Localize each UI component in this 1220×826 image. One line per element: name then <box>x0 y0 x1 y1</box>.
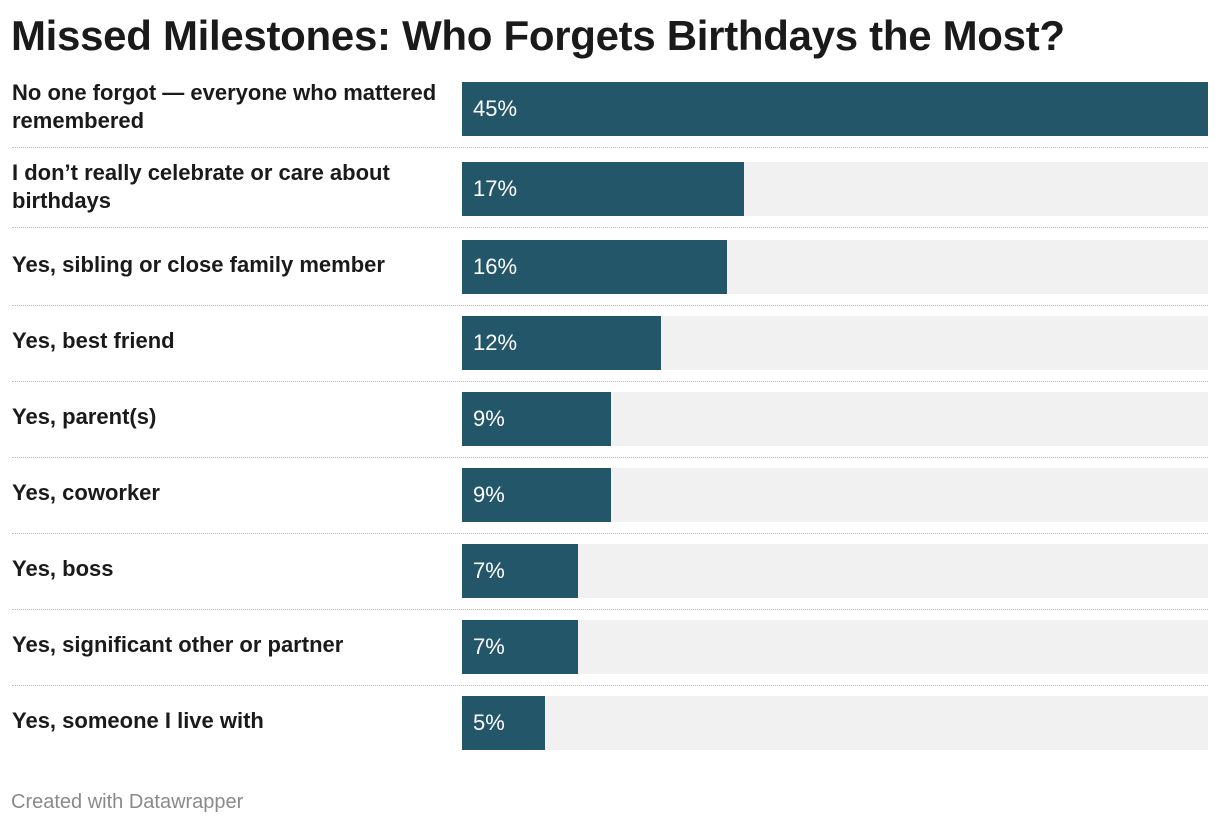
bar <box>462 316 661 370</box>
bar-track: 7% <box>462 620 1208 674</box>
footer-credit: Created with Datawrapper <box>11 791 244 813</box>
row-divider <box>12 147 1208 148</box>
bar <box>462 468 611 522</box>
row-divider <box>12 381 1208 382</box>
bar <box>462 162 744 216</box>
bar-track: 16% <box>462 240 1208 294</box>
bar <box>462 82 1208 136</box>
bar <box>462 240 727 294</box>
bar-track: 45% <box>462 82 1208 136</box>
bar-value-label: 7% <box>473 558 505 583</box>
category-label: Yes, significant other or partner <box>12 632 344 657</box>
bar-value-label: 7% <box>473 634 505 659</box>
bar <box>462 696 545 750</box>
bar <box>462 620 578 674</box>
chart-title: Missed Milestones: Who Forgets Birthdays… <box>11 12 1065 59</box>
bar-value-label: 17% <box>473 176 518 201</box>
category-label: Yes, parent(s) <box>12 404 157 429</box>
row-divider <box>12 457 1208 458</box>
category-label: Yes, sibling or close family member <box>12 252 385 277</box>
bar <box>462 544 578 598</box>
row-divider <box>12 305 1208 306</box>
bar-track: 9% <box>462 468 1208 522</box>
category-label: Yes, coworker <box>12 480 160 505</box>
bar-value-label: 45% <box>473 96 518 121</box>
bar-chart: No one forgot — everyone who mattered re… <box>12 80 1208 750</box>
bar-value-label: 9% <box>473 406 505 431</box>
category-label: I don’t really celebrate or care about b… <box>12 160 390 213</box>
bar-value-label: 12% <box>473 330 518 355</box>
row-divider <box>12 533 1208 534</box>
bar <box>462 392 611 446</box>
bar-track: 5% <box>462 696 1208 750</box>
bar-track: 12% <box>462 316 1208 370</box>
bar-value-label: 5% <box>473 710 505 735</box>
category-label: Yes, boss <box>12 556 114 581</box>
bar-track: 17% <box>462 162 1208 216</box>
bar-track: 7% <box>462 544 1208 598</box>
bar-track: 9% <box>462 392 1208 446</box>
row-divider <box>12 609 1208 610</box>
category-label: Yes, best friend <box>12 328 175 353</box>
category-label: No one forgot — everyone who mattered re… <box>12 80 437 133</box>
row-divider <box>12 685 1208 686</box>
row-divider <box>12 227 1208 228</box>
bar-value-label: 16% <box>473 254 518 279</box>
bar-value-label: 9% <box>473 482 505 507</box>
category-label: Yes, someone I live with <box>12 708 264 733</box>
